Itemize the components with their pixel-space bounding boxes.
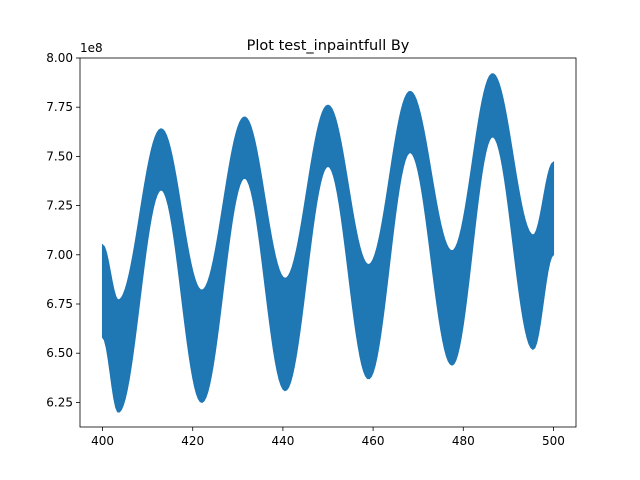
x-tick-label: 500 xyxy=(542,434,565,448)
y-tick-label: 6.50 xyxy=(46,346,73,360)
y-tick-label: 7.75 xyxy=(46,100,73,114)
plot-area xyxy=(101,73,555,413)
y-tick-label: 7.00 xyxy=(46,248,73,262)
x-tick-label: 420 xyxy=(181,434,204,448)
x-tick-label: 400 xyxy=(91,434,114,448)
x-tick-label: 480 xyxy=(452,434,475,448)
axes-frame xyxy=(79,57,577,428)
y-tick-label: 7.50 xyxy=(46,149,73,163)
series-band-0 xyxy=(101,73,555,413)
axes: 400 420 440 460 480 500 6.25 6.50 6.75 7.00 7.25 7.… xyxy=(46,51,577,448)
y-tick-label: 7.25 xyxy=(46,199,73,213)
y-tick-label: 8.00 xyxy=(46,51,73,65)
chart-title: Plot test_inpaintfull By xyxy=(247,38,410,54)
y-offset-label: 1e8 xyxy=(80,41,103,55)
y-tick-label: 6.25 xyxy=(46,395,73,409)
x-tick-label: 460 xyxy=(362,434,385,448)
x-tick-label: 440 xyxy=(271,434,294,448)
y-tick-label: 6.75 xyxy=(46,297,73,311)
